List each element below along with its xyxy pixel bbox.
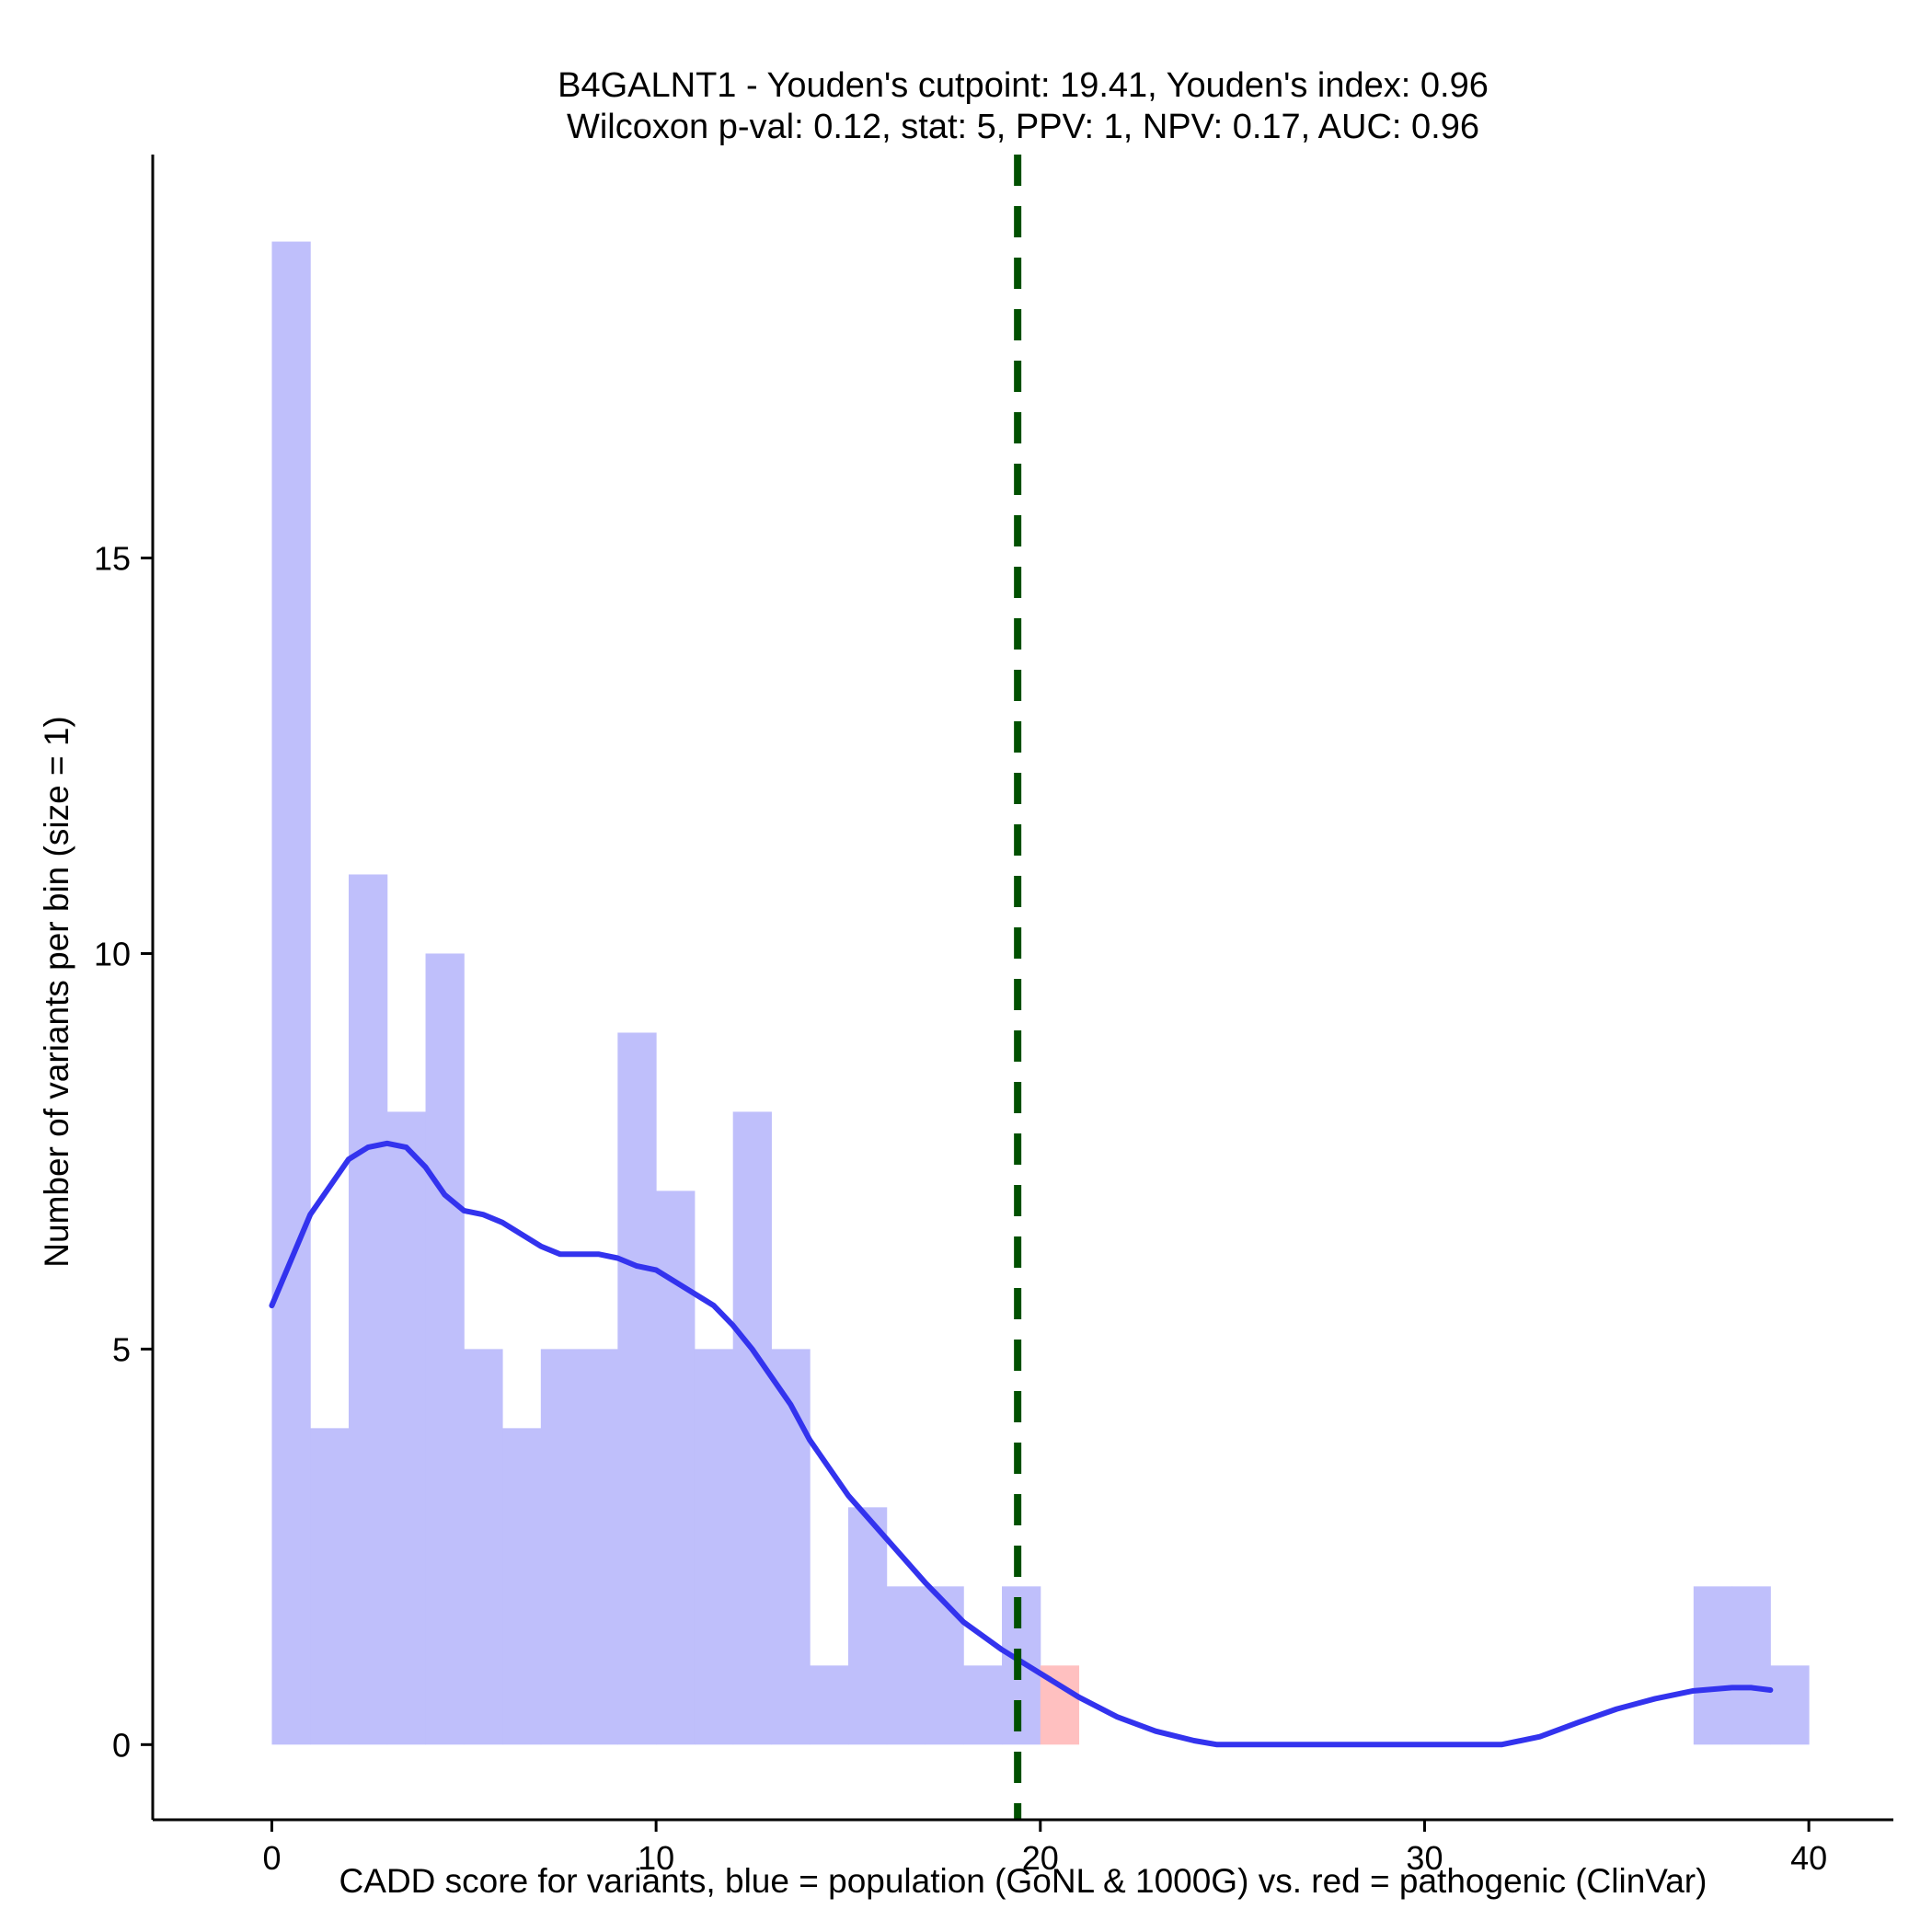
y-tick-label-15: 15 bbox=[94, 540, 131, 578]
bar-series0-bin-4 bbox=[425, 953, 465, 1745]
bar-series0-bin-37 bbox=[1693, 1586, 1733, 1745]
x-tick-label-10: 10 bbox=[638, 1839, 674, 1877]
y-axis-label: Number of variants per bin (size = 1) bbox=[38, 716, 75, 1267]
bar-series0-bin-14 bbox=[810, 1665, 849, 1745]
bar-series0-bin-6 bbox=[502, 1428, 542, 1745]
chart-subtitle: Wilcoxon p-val: 0.12, stat: 5, PPV: 1, N… bbox=[567, 108, 1479, 146]
y-tick-label-0: 0 bbox=[112, 1726, 131, 1764]
density-curve-layer bbox=[269, 1140, 1774, 1748]
bar-series0-bin-12 bbox=[732, 1111, 772, 1745]
bar-series0-bin-39 bbox=[1770, 1665, 1810, 1745]
x-tick-label-20: 20 bbox=[1022, 1839, 1059, 1877]
bar-series0-bin-1 bbox=[310, 1428, 350, 1745]
bar-series0-bin-5 bbox=[464, 1349, 503, 1745]
bar-series0-bin-16 bbox=[886, 1586, 926, 1745]
bar-series0-bin-11 bbox=[694, 1349, 734, 1745]
bar-series0-bin-13 bbox=[771, 1349, 811, 1745]
bar-series0-bin-2 bbox=[349, 874, 388, 1745]
bar-series0-bin-7 bbox=[540, 1349, 581, 1745]
bar-series0-bin-0 bbox=[271, 241, 311, 1745]
bar-series0-bin-38 bbox=[1731, 1586, 1771, 1745]
y-axis-ticks: 0 5 10 15 bbox=[94, 540, 153, 1764]
density-curve bbox=[269, 1140, 1774, 1748]
y-tick-label-5: 5 bbox=[112, 1330, 131, 1368]
bar-series0-bin-3 bbox=[386, 1111, 427, 1745]
axes bbox=[151, 155, 1893, 1822]
y-tick-label-10: 10 bbox=[94, 935, 131, 972]
bar-series0-bin-17 bbox=[925, 1586, 964, 1745]
bar-series0-bin-8 bbox=[579, 1349, 618, 1745]
x-tick-label-0: 0 bbox=[262, 1839, 281, 1877]
bar-series0-bin-15 bbox=[847, 1507, 888, 1745]
bar-series0-bin-9 bbox=[617, 1032, 657, 1745]
x-tick-label-40: 40 bbox=[1790, 1839, 1827, 1877]
bar-series0-bin-19 bbox=[1002, 1586, 1041, 1745]
x-tick-label-30: 30 bbox=[1406, 1839, 1443, 1877]
bar-series0-bin-18 bbox=[963, 1665, 1003, 1745]
x-axis-label: CADD score for variants, blue = populati… bbox=[339, 1862, 1708, 1900]
histogram-bars bbox=[271, 241, 1810, 1745]
x-axis-ticks: 0 10 20 30 40 bbox=[262, 1820, 1827, 1877]
chart-title: B4GALNT1 - Youden's cutpoint: 19.41, You… bbox=[558, 66, 1489, 105]
